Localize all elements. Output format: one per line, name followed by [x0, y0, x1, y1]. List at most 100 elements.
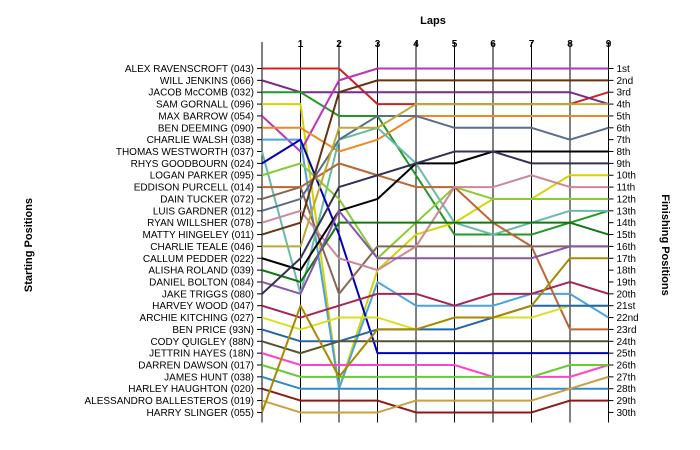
starting-position-label: ARCHIE KITCHING (027) — [140, 313, 254, 324]
driver-position-line — [262, 103, 609, 390]
finishing-position-label: 20th — [617, 289, 636, 300]
finishing-position-label: 24th — [617, 337, 636, 348]
lap-tick-labels: 1 2 3 4 5 6 7 8 9 — [298, 39, 612, 50]
starting-position-label: DAIN TUCKER (072) — [160, 194, 254, 205]
finishing-position-label: 10th — [617, 171, 636, 182]
finishing-position-label: 3rd — [617, 88, 631, 99]
driver-position-line — [261, 375, 609, 414]
starting-position-label: CALLUM PEDDER (022) — [143, 254, 254, 265]
driver-position-line — [261, 174, 609, 272]
driver-position-line — [262, 114, 609, 153]
finishing-position-label: 7th — [617, 135, 631, 146]
starting-position-label: BEN PRICE (93N) — [172, 325, 254, 336]
starting-position-label: HARLEY HAUGHTON (020) — [128, 384, 254, 395]
starting-position-label: ALEX RAVENSCROFT (043) — [125, 64, 254, 75]
finishing-position-label: 8th — [617, 147, 631, 158]
finishing-position-label: 19th — [617, 277, 636, 288]
finishing-positions-axis-title: Finishing Positions — [659, 194, 671, 295]
starting-position-label: RHYS GOODBOURN (024) — [131, 159, 254, 170]
driver-position-line — [261, 126, 609, 295]
starting-position-label: WILL JENKINS (066) — [160, 76, 254, 87]
finishing-position-label: 17th — [617, 254, 636, 265]
lap-tick-label: 3 — [375, 39, 381, 50]
finishing-position-label: 26th — [617, 361, 636, 372]
driver-position-line — [262, 103, 609, 248]
chart-title: Laps — [420, 15, 446, 27]
finishing-position-label: 15th — [617, 230, 636, 241]
finishing-position-label: 1st — [617, 64, 631, 75]
starting-positions-axis-title: Starting Positions — [23, 198, 35, 292]
driver-position-line — [261, 257, 609, 413]
driver-position-line — [261, 352, 609, 378]
starting-position-label: ALESSANDRO BALLESTEROS (019) — [84, 396, 254, 407]
starting-position-label: CHARLIE WALSH (038) — [147, 135, 254, 146]
finishing-position-label: 2nd — [617, 76, 634, 87]
finishing-position-label: 27th — [617, 372, 636, 383]
driver-position-line — [261, 162, 609, 260]
driver-position-line — [262, 67, 609, 106]
driver-position-line — [261, 79, 609, 236]
starting-position-label: JAKE TRIGGS (080) — [162, 289, 254, 300]
driver-position-line — [261, 375, 609, 390]
starting-position-label: HARRY SLINGER (055) — [147, 408, 254, 419]
driver-position-line — [261, 280, 609, 319]
lap-tick-label: 4 — [413, 39, 419, 50]
starting-position-label: LOGAN PARKER (095) — [150, 171, 254, 182]
starting-position-label: LUIS GARDNER (012) — [153, 206, 254, 217]
driver-position-line — [261, 114, 609, 212]
starting-position-label: MAX BARROW (054) — [158, 111, 254, 122]
starting-position-label: JETTRIN HAYES (18N) — [149, 349, 254, 360]
driver-position-line — [262, 138, 610, 390]
finishing-position-label: 9th — [617, 159, 631, 170]
driver-position-line — [261, 304, 609, 331]
driver-position-line — [261, 67, 609, 153]
driver-position-line — [261, 150, 609, 295]
starting-position-label: RYAN WILLSHER (078) — [147, 218, 254, 229]
driver-position-line — [261, 364, 609, 378]
driver-position-line — [261, 209, 609, 295]
driver-position-line — [261, 150, 609, 272]
finishing-position-label: 5th — [617, 111, 631, 122]
finishing-position-label: 12th — [617, 194, 636, 205]
finishing-position-label: 28th — [617, 384, 636, 395]
finishing-position-label: 4th — [617, 100, 631, 111]
starting-position-label: BEN DEEMING (090) — [158, 123, 254, 134]
lap-tick-label: 8 — [567, 39, 573, 50]
starting-position-label: EDDISON PURCELL (014) — [134, 183, 254, 194]
finishing-position-label: 6th — [617, 123, 631, 134]
finishing-position-label: 11th — [617, 183, 636, 194]
lap-tick-label: 6 — [490, 39, 496, 50]
finishing-position-label: 21st — [617, 301, 636, 312]
finishing-position-labels: 1st2nd3rd4th5th6th7th8th9th10th11th12th1… — [617, 64, 639, 419]
starting-position-label: JAMES HUNT (038) — [164, 372, 254, 383]
finishing-position-label: 22nd — [617, 313, 639, 324]
starting-position-label: CODY QUIGLEY (88N) — [150, 337, 254, 348]
series-lines — [261, 67, 610, 414]
finishing-position-label: 23rd — [617, 325, 637, 336]
driver-position-line — [261, 79, 609, 106]
starting-position-labels: ALEX RAVENSCROFT (043)WILL JENKINS (066)… — [84, 64, 254, 419]
lap-tick-label: 5 — [452, 39, 458, 50]
finishing-position-label: 29th — [617, 396, 636, 407]
driver-position-line — [261, 340, 609, 355]
lap-tick-label: 7 — [529, 39, 535, 50]
lap-tick-label: 1 — [298, 39, 304, 50]
starting-position-label: SAM GORNALL (096) — [156, 100, 254, 111]
finishing-position-label: 16th — [617, 242, 636, 253]
lap-tick-label: 9 — [606, 39, 612, 50]
starting-position-label: CHARLIE TEALE (046) — [150, 242, 254, 253]
finishing-position-label: 25th — [617, 349, 636, 360]
starting-position-label: JACOB McCOMB (032) — [148, 88, 254, 99]
finishing-position-label: 14th — [617, 218, 636, 229]
finishing-position-label: 18th — [617, 266, 636, 277]
starting-position-label: MATTY HINGELEY (011) — [142, 230, 254, 241]
starting-position-label: ALISHA ROLAND (039) — [148, 266, 254, 277]
starting-position-label: DARREN DAWSON (017) — [138, 361, 254, 372]
finishing-position-label: 30th — [617, 408, 636, 419]
finishing-position-label: 13th — [617, 206, 636, 217]
lap-tick-label: 2 — [336, 39, 342, 50]
starting-position-label: HARVEY WOOD (047) — [152, 301, 254, 312]
starting-position-label: DANIEL BOLTON (084) — [149, 277, 254, 288]
starting-position-label: THOMAS WESTWORTH (037) — [116, 147, 254, 158]
